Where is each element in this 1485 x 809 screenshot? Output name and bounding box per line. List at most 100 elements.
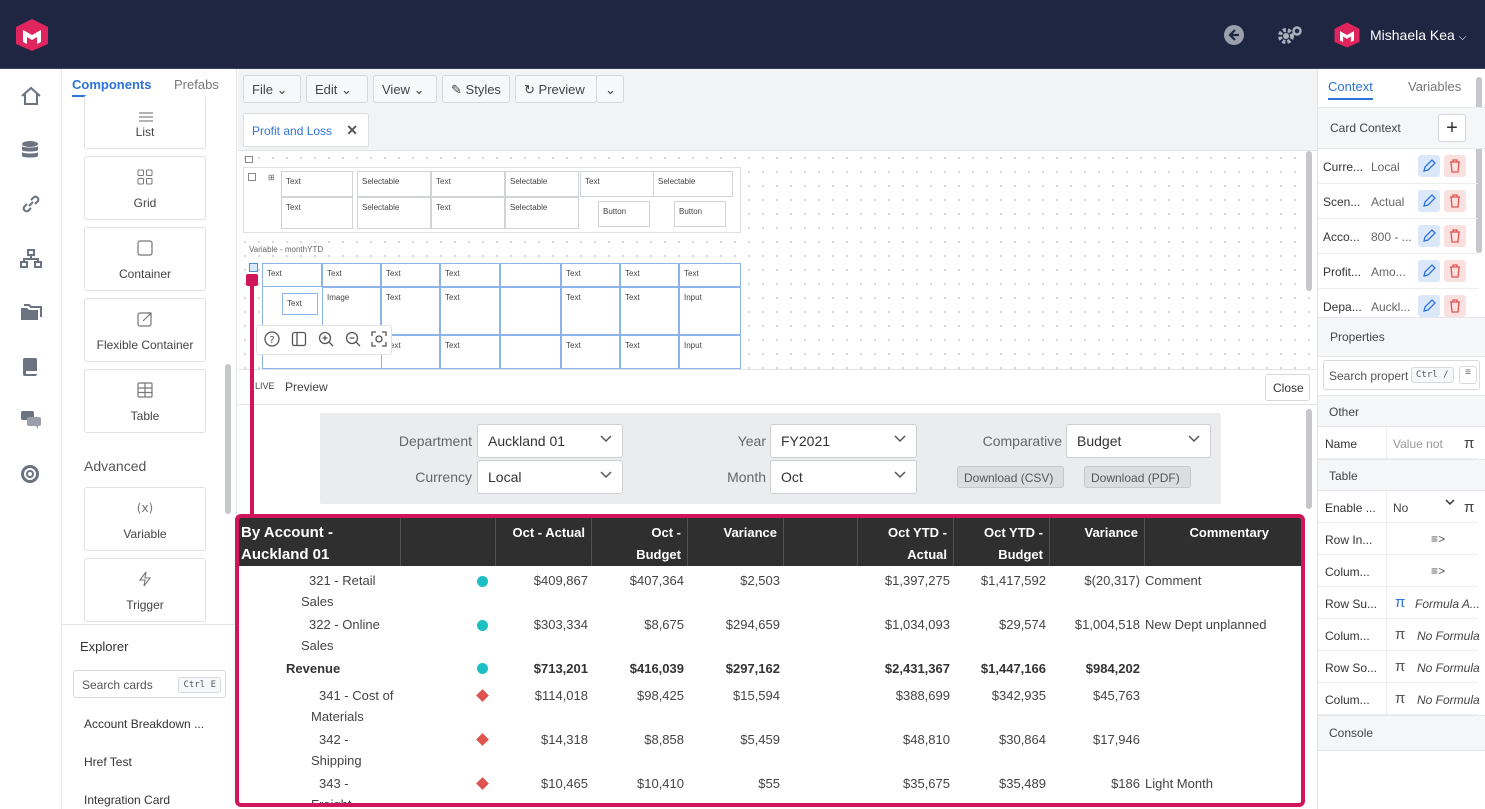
- text-cell[interactable]: Text: [431, 197, 505, 229]
- component-list[interactable]: List: [84, 95, 206, 149]
- back-arrow-icon[interactable]: [1224, 25, 1244, 45]
- component-grid[interactable]: Grid: [84, 156, 206, 220]
- empty-cell[interactable]: [500, 263, 561, 287]
- text-cell[interactable]: Text: [561, 287, 620, 335]
- text-cell[interactable]: Text: [431, 171, 505, 197]
- close-icon[interactable]: ✕: [346, 122, 358, 138]
- delete-trash-icon[interactable]: [1444, 225, 1466, 247]
- library-scrollbar[interactable]: [225, 364, 231, 514]
- view-menu-button[interactable]: View ⌄: [373, 75, 437, 103]
- tab-context[interactable]: Context: [1328, 79, 1373, 100]
- tab-components[interactable]: Components: [72, 77, 152, 97]
- folders-icon[interactable]: [20, 303, 42, 323]
- text-cell[interactable]: Text: [281, 197, 353, 229]
- text-cell[interactable]: Text: [262, 263, 322, 287]
- year-select[interactable]: FY2021: [770, 424, 917, 458]
- text-cell[interactable]: Text: [620, 263, 679, 287]
- file-menu-button[interactable]: File ⌄: [243, 75, 301, 103]
- edit-menu-button[interactable]: Edit ⌄: [306, 75, 368, 103]
- text-cell[interactable]: Text: [322, 263, 381, 287]
- chat-icon[interactable]: [20, 410, 42, 430]
- commentary[interactable]: Comment: [1145, 573, 1202, 588]
- search-cards-input[interactable]: Search cards Ctrl E: [73, 670, 226, 698]
- tab-prefabs[interactable]: Prefabs: [174, 77, 219, 92]
- selectable-cell[interactable]: Selectable: [357, 171, 431, 197]
- component-flexible-container[interactable]: Flexible Container: [84, 298, 206, 362]
- button-cell[interactable]: Button: [674, 201, 726, 227]
- canvas-scrollbar[interactable]: [1306, 151, 1312, 291]
- fit-screen-icon[interactable]: [371, 331, 387, 347]
- component-trigger[interactable]: Trigger: [84, 558, 206, 622]
- link-icon[interactable]: [20, 194, 42, 214]
- selectable-cell[interactable]: Selectable: [505, 171, 579, 197]
- book-icon[interactable]: [20, 357, 40, 377]
- tab-profit-and-loss[interactable]: Profit and Loss ✕: [243, 113, 369, 147]
- department-select[interactable]: Auckland 01: [477, 424, 623, 458]
- property-value[interactable]: π Formula A...: [1386, 587, 1480, 619]
- app-logo-icon[interactable]: [14, 18, 50, 52]
- component-variable[interactable]: (x) Variable: [84, 487, 206, 551]
- column-header[interactable]: Oct YTD - Actual: [858, 518, 954, 566]
- text-cell[interactable]: Text: [440, 335, 500, 369]
- text-cell[interactable]: Text: [381, 263, 440, 287]
- context-row[interactable]: Profit... Amo...: [1318, 254, 1478, 289]
- preview-scrollbar[interactable]: [1306, 409, 1312, 509]
- container-handle-icon[interactable]: [245, 156, 253, 163]
- text-cell[interactable]: Text: [620, 335, 679, 369]
- name-input[interactable]: Value not: [1386, 427, 1464, 459]
- report-table[interactable]: By Account - Auckland 01 Oct - Actual Oct…: [235, 514, 1305, 807]
- column-header[interactable]: Variance: [688, 518, 784, 566]
- help-icon[interactable]: ?: [264, 331, 280, 347]
- property-value[interactable]: ≡˃: [1386, 523, 1478, 555]
- property-value[interactable]: π No Formula: [1386, 619, 1480, 651]
- text-cell[interactable]: Text: [561, 263, 620, 287]
- delete-trash-icon[interactable]: [1444, 190, 1466, 212]
- right-panel-scrollbar[interactable]: [1476, 77, 1482, 253]
- currency-select[interactable]: Local: [477, 460, 623, 494]
- component-table[interactable]: Table: [84, 369, 206, 433]
- text-cell[interactable]: Text: [561, 335, 620, 369]
- edit-pencil-icon[interactable]: [1418, 295, 1440, 317]
- sitemap-icon[interactable]: [20, 249, 42, 269]
- tab-variables[interactable]: Variables: [1408, 79, 1462, 94]
- zoom-in-icon[interactable]: [318, 331, 334, 347]
- close-preview-button[interactable]: Close: [1265, 374, 1310, 401]
- home-icon[interactable]: [20, 86, 42, 106]
- support-lifebuoy-icon[interactable]: [20, 464, 40, 484]
- empty-cell[interactable]: [500, 287, 561, 335]
- formula-pi-icon[interactable]: π: [1464, 499, 1475, 516]
- formula-pi-icon[interactable]: π: [1464, 435, 1475, 452]
- settings-gears-icon[interactable]: [1277, 24, 1303, 46]
- download-pdf-button[interactable]: Download (PDF): [1084, 466, 1191, 488]
- delete-trash-icon[interactable]: [1444, 295, 1466, 317]
- edit-pencil-icon[interactable]: [1418, 190, 1440, 212]
- text-cell[interactable]: Text: [580, 171, 654, 197]
- edit-pencil-icon[interactable]: [1418, 225, 1440, 247]
- text-cell[interactable]: Text: [281, 171, 353, 197]
- card-item[interactable]: Href Test: [84, 755, 132, 769]
- add-context-button[interactable]: +: [1438, 114, 1466, 142]
- console-header[interactable]: Console: [1318, 715, 1485, 751]
- filter-icon[interactable]: ≡: [1459, 366, 1477, 384]
- column-header[interactable]: Variance: [1050, 518, 1145, 566]
- card-item[interactable]: Integration Card: [84, 793, 171, 807]
- context-row[interactable]: Acco... 800 - ...: [1318, 219, 1478, 254]
- component-container[interactable]: Container: [84, 227, 206, 291]
- panel-toggle-icon[interactable]: [291, 331, 307, 347]
- commentary[interactable]: New Dept unplanned: [1145, 617, 1267, 632]
- empty-cell[interactable]: [500, 335, 561, 369]
- database-icon[interactable]: [20, 140, 40, 162]
- text-cell[interactable]: Text: [440, 263, 500, 287]
- table-handle-icon[interactable]: [249, 263, 258, 272]
- selectable-cell[interactable]: Selectable: [653, 171, 733, 197]
- property-value[interactable]: ≡˃: [1386, 555, 1478, 587]
- user-logo-icon[interactable]: [1333, 21, 1361, 49]
- column-header[interactable]: Commentary: [1145, 518, 1301, 566]
- text-cell[interactable]: Text: [620, 287, 679, 335]
- selectable-cell[interactable]: Selectable: [357, 197, 431, 229]
- enable-select[interactable]: No: [1386, 491, 1464, 523]
- zoom-out-icon[interactable]: [345, 331, 361, 347]
- edit-pencil-icon[interactable]: [1418, 260, 1440, 282]
- preview-button[interactable]: ↻ Preview: [515, 75, 597, 103]
- user-menu[interactable]: Mishaela Kea ⌵: [1370, 27, 1466, 43]
